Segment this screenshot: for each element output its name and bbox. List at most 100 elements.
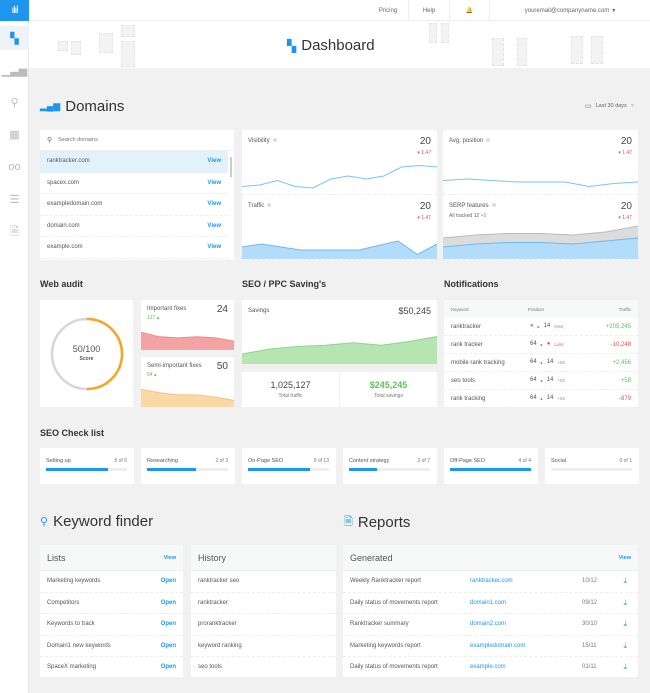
view-domain-link[interactable]: View [207, 244, 221, 251]
calendar-icon: ▭ [585, 103, 592, 110]
keyword-list-row[interactable]: Competitors Open [40, 593, 183, 614]
date-range-picker[interactable]: ▭ Last 30 days ▾ [585, 102, 634, 110]
important-fixes-sub: 127 [147, 315, 156, 321]
search-domains-input[interactable] [58, 137, 209, 143]
sidebar-item-rank-tracker[interactable]: ▁▃▅ [0, 58, 29, 82]
sidebar-item-lists[interactable]: ☰ [0, 187, 29, 211]
report-row[interactable]: Daily status of movements report example… [343, 657, 638, 679]
metric-delta: 1.47 [622, 150, 632, 156]
keyword-list-row[interactable]: Domain1 new keywords Open [40, 636, 183, 657]
metric-card[interactable]: SERP features All tracked 12 +5 20 ▾ 1.4… [443, 195, 638, 260]
metric-card[interactable]: Traffic 20 ▾ 1.47 [242, 195, 437, 260]
notification-row[interactable]: rank tracking 64 ▸ 14 +50 -879 [444, 390, 638, 408]
domain-row[interactable]: domain.com View [40, 216, 228, 237]
sidebar-item-competitors[interactable]: oo [0, 155, 29, 179]
sidebar-item-keyword-finder[interactable]: ⚲ [0, 90, 29, 114]
keyword-list-row[interactable]: Keywords to track Open [40, 614, 183, 636]
report-row[interactable]: Weekly Ranktracker report ranktracker.co… [343, 571, 638, 593]
domain-row[interactable]: example.com View [40, 237, 228, 259]
download-icon[interactable]: ⤓ [623, 576, 627, 586]
notification-row[interactable]: seo tools 64 ▸ 14 +50 +58 [444, 372, 638, 390]
checklist-card[interactable]: Researching 2 of 3 [141, 448, 235, 484]
sidebar-item-dashboard[interactable]: ▚ [0, 26, 29, 50]
audit-score-card[interactable]: 50/100 Score [40, 300, 133, 407]
waveform-logo-icon: ılıl [11, 5, 19, 16]
sparkline-area [242, 336, 437, 364]
download-icon[interactable]: ⤓ [623, 640, 627, 650]
lists-panel: Lists View Marketing keywords Open Competit… [40, 545, 183, 679]
report-domain-link[interactable]: domain1.com [470, 599, 507, 606]
bell-icon: 🔔 [465, 8, 474, 14]
progress-bar [248, 468, 329, 471]
notification-row[interactable]: ranktracker ● ▸ 14 New +205,245 [444, 318, 638, 336]
report-row[interactable]: Ranktracker summary domain2.com 30/10 ⤓ [343, 614, 638, 636]
open-list-link[interactable]: Open [160, 621, 176, 628]
report-domain-link[interactable]: ranktracker.com [470, 578, 513, 584]
download-icon[interactable]: ⤓ [623, 597, 627, 607]
domain-row[interactable]: spacex.com View [40, 173, 228, 194]
report-domain-link[interactable]: exampledomain.com [470, 642, 526, 649]
checklist-label: Researching [147, 458, 178, 464]
checklist-card[interactable]: Setting up 5 of 6 [40, 448, 134, 484]
account-menu[interactable]: youremail@companyname.com ▾ [489, 0, 650, 21]
notification-row[interactable]: mobile rank tracking 64 ▸ 14 +50 +2,456 [444, 354, 638, 372]
domain-row[interactable]: exampledomain.com View [40, 194, 228, 216]
open-list-link[interactable]: Open [160, 642, 176, 649]
open-list-link[interactable]: Open [160, 578, 176, 585]
notifications-title: Notifications [444, 279, 499, 289]
notification-row[interactable]: rank tracker 64 ▸ ● Lost -10,248 [444, 336, 638, 354]
open-list-link[interactable]: Open [160, 664, 176, 671]
checklist-card[interactable]: Social 0 of 1 [545, 448, 639, 484]
history-row[interactable]: ranktracker seo [191, 571, 336, 593]
download-icon[interactable]: ⤓ [623, 662, 627, 672]
report-domain-link[interactable]: example.com [470, 664, 506, 670]
savings-card[interactable]: Savings $50,245 [242, 300, 437, 364]
view-domain-link[interactable]: View [207, 201, 221, 208]
sidebar-item-reports[interactable]: 🗎 [0, 220, 29, 244]
info-icon[interactable] [272, 138, 277, 143]
notifications-button[interactable]: 🔔 [449, 0, 489, 21]
history-row[interactable]: keyword ranking [191, 636, 336, 657]
checklist-card[interactable]: Content strategy 2 of 7 [343, 448, 437, 484]
pricing-link[interactable]: Pricing [378, 7, 398, 14]
info-icon[interactable] [267, 203, 272, 208]
metric-label: Visibility [248, 138, 270, 144]
domain-name: example.com [47, 244, 83, 251]
scrollbar[interactable] [230, 157, 232, 177]
arrow-down-icon: ▾ [417, 215, 420, 221]
sidebar-item-serp[interactable]: ▦ [0, 122, 29, 146]
lists-view-link[interactable]: View [163, 554, 176, 561]
score-label: Score [79, 356, 94, 362]
history-row[interactable]: seo tools [191, 657, 336, 679]
report-row[interactable]: Marketing keywords report exampledomain.… [343, 636, 638, 657]
metric-label: SERP features [449, 203, 489, 209]
download-icon[interactable]: ⤓ [623, 619, 627, 629]
report-domain-link[interactable]: domain2.com [470, 621, 507, 627]
metric-card[interactable]: Visibility 20 ▾ 1.47 [242, 130, 437, 195]
checklist-card[interactable]: On-Page SEO 9 of 13 [242, 448, 336, 484]
domain-row[interactable]: ranktracker.com View [40, 151, 228, 173]
checklist-progress: 2 of 3 [215, 458, 228, 464]
domain-search[interactable]: ⚲ [40, 130, 234, 151]
report-row[interactable]: Daily status of movements report domain1… [343, 593, 638, 614]
savings-label: Savings [248, 308, 270, 314]
view-domain-link[interactable]: View [207, 179, 221, 186]
logo[interactable]: ılıl [0, 0, 29, 21]
important-fixes-card[interactable]: Important fixes 127 ▴ 24 [141, 300, 234, 350]
view-domain-link[interactable]: View [207, 222, 221, 229]
checklist-card[interactable]: Off-Page SEO 4 of 4 [444, 448, 538, 484]
info-icon[interactable] [486, 138, 491, 143]
semi-important-fixes-card[interactable]: Semi-important fixes 54 ▴ 50 [141, 357, 234, 407]
info-icon[interactable] [491, 203, 496, 208]
open-list-link[interactable]: Open [160, 599, 176, 606]
history-row[interactable]: ranktracker [191, 593, 336, 614]
checklist-progress: 0 of 1 [619, 458, 632, 464]
keyword-list-row[interactable]: Marketing keywords Open [40, 571, 183, 593]
reports-view-link[interactable]: View [618, 554, 631, 561]
checklist-progress: 9 of 13 [313, 458, 329, 464]
keyword-list-row[interactable]: SpaceX marketing Open [40, 657, 183, 679]
view-domain-link[interactable]: View [207, 158, 221, 165]
history-row[interactable]: proranktracker [191, 614, 336, 636]
help-link[interactable]: Help [408, 0, 449, 21]
metric-card[interactable]: Avg. position 20 ▾ 1.47 [443, 130, 638, 195]
